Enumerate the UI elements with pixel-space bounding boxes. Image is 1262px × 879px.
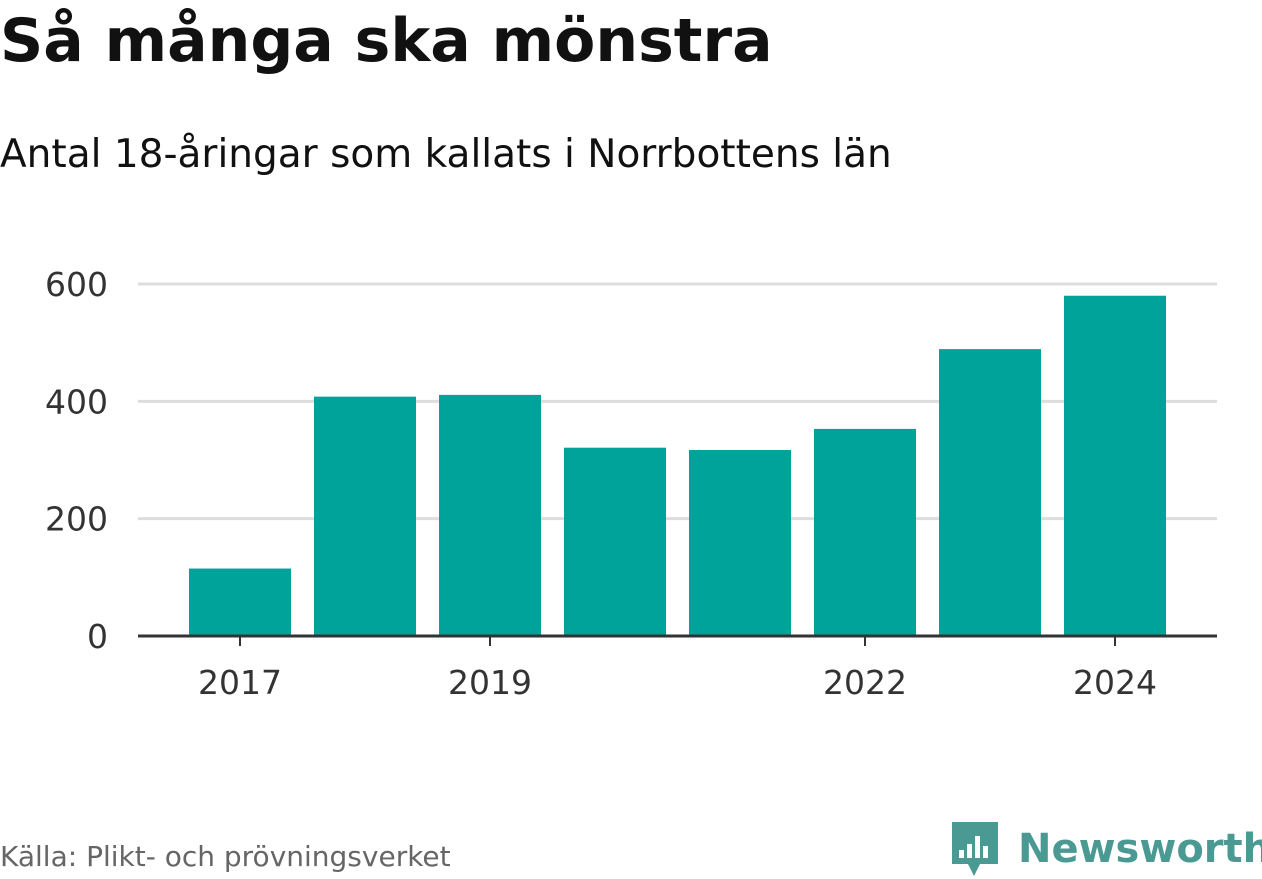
bar-chart: 0 200 400 600 2017 2019 2022 2024: [45, 265, 1217, 702]
bar-2022: [814, 428, 916, 636]
source-note: Källa: Plikt- och prövningsverket: [0, 840, 451, 873]
bar-2018: [314, 396, 416, 636]
bars: [189, 295, 1166, 636]
y-tick-label-600: 600: [45, 265, 108, 304]
logo-text: Newsworthy: [1018, 826, 1262, 872]
bar-2020: [564, 447, 666, 636]
chart-title: Så många ska mönstra: [0, 6, 773, 76]
bar-2021: [689, 450, 791, 636]
newsworthy-logo: Newsworthy: [950, 820, 1262, 878]
x-tick-label-2022: 2022: [823, 663, 907, 702]
gridlines: [138, 282, 1217, 521]
chart-subtitle: Antal 18-åringar som kallats i Norrbotte…: [0, 132, 892, 177]
x-tick-label-2017: 2017: [198, 663, 282, 702]
x-tick-label-2019: 2019: [448, 663, 532, 702]
bar-2019: [439, 394, 541, 636]
y-tick-label-400: 400: [45, 382, 108, 421]
bar-2023: [939, 349, 1041, 636]
x-tick-label-2024: 2024: [1073, 663, 1157, 702]
y-tick-label-0: 0: [87, 617, 108, 656]
axes: 0 200 400 600 2017 2019 2022 2024: [45, 265, 1217, 702]
bar-chart-bubble-icon: [952, 822, 998, 876]
bar-2017: [189, 568, 291, 636]
y-tick-label-200: 200: [45, 500, 108, 539]
bar-2024: [1064, 295, 1166, 636]
